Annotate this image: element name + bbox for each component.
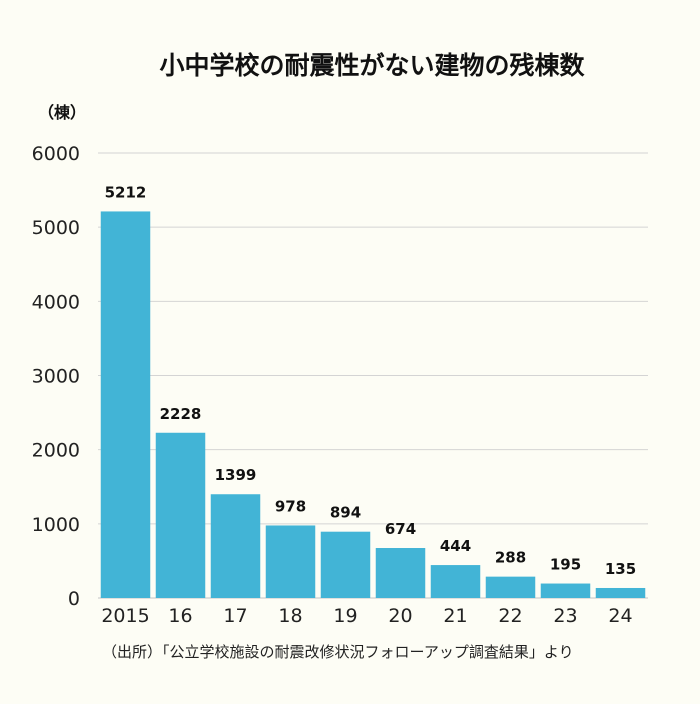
bar bbox=[210, 494, 261, 598]
x-tick-label: 16 bbox=[168, 605, 192, 627]
bar bbox=[430, 565, 481, 598]
x-tick-label: 18 bbox=[278, 605, 302, 627]
x-tick-label: 19 bbox=[333, 605, 357, 627]
y-tick-label: 6000 bbox=[32, 143, 80, 165]
bar bbox=[540, 583, 591, 598]
bar bbox=[595, 587, 646, 598]
y-tick-label: 2000 bbox=[32, 440, 80, 462]
x-tick-label: 23 bbox=[553, 605, 577, 627]
y-tick-label: 3000 bbox=[32, 366, 80, 388]
data-label: 135 bbox=[605, 560, 636, 578]
bar bbox=[100, 211, 151, 598]
x-tick-label: 17 bbox=[223, 605, 247, 627]
data-label: 288 bbox=[495, 549, 526, 567]
x-tick-label: 2015 bbox=[101, 605, 149, 627]
bar bbox=[265, 525, 316, 598]
data-label: 2228 bbox=[160, 405, 202, 423]
y-tick-label: 5000 bbox=[32, 217, 80, 239]
data-label: 894 bbox=[330, 504, 361, 522]
x-tick-label: 21 bbox=[443, 605, 467, 627]
y-tick-label: 1000 bbox=[32, 514, 80, 536]
y-axis-ticks: 0 1000 2000 3000 4000 5000 6000 bbox=[32, 143, 80, 610]
x-tick-label: 20 bbox=[388, 605, 412, 627]
bars bbox=[100, 211, 646, 598]
data-label: 195 bbox=[550, 556, 581, 574]
x-axis-ticks: 2015 16 17 18 19 20 21 22 23 24 bbox=[101, 605, 632, 627]
y-axis-unit-label: （棟） bbox=[38, 103, 86, 122]
bar bbox=[155, 432, 206, 598]
x-tick-label: 22 bbox=[498, 605, 522, 627]
data-label: 674 bbox=[385, 520, 416, 538]
bar bbox=[485, 576, 536, 598]
y-tick-label: 0 bbox=[68, 588, 80, 610]
x-tick-label: 24 bbox=[608, 605, 632, 627]
chart-title: 小中学校の耐震性がない建物の残棟数 bbox=[159, 51, 585, 80]
y-tick-label: 4000 bbox=[32, 291, 80, 313]
bar bbox=[320, 531, 371, 598]
data-label: 978 bbox=[275, 497, 306, 515]
data-labels: 5212 2228 1399 978 894 674 444 288 195 135 bbox=[105, 183, 637, 578]
source-note: （出所）「公立学校施設の耐震改修状況フォローアップ調査結果」より bbox=[102, 643, 574, 661]
bar bbox=[375, 548, 426, 598]
data-label: 1399 bbox=[215, 466, 257, 484]
data-label: 5212 bbox=[105, 183, 147, 201]
data-label: 444 bbox=[440, 537, 471, 555]
